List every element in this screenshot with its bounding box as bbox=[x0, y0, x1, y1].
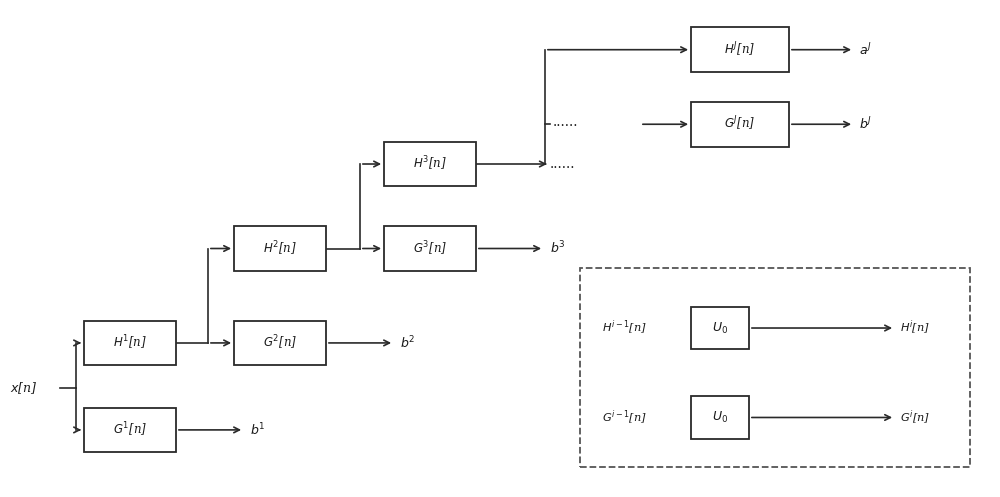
Text: $G^{i-1}$[n]: $G^{i-1}$[n] bbox=[602, 409, 647, 426]
Text: $H^J$[n]: $H^J$[n] bbox=[724, 41, 756, 59]
Bar bbox=[84, 321, 176, 365]
Text: $H^{i-1}$[n]: $H^{i-1}$[n] bbox=[602, 319, 647, 337]
Text: $G^i$[n]: $G^i$[n] bbox=[900, 409, 930, 426]
Text: $H^3$[n]: $H^3$[n] bbox=[413, 155, 447, 173]
Text: $a^J$: $a^J$ bbox=[859, 41, 872, 58]
Text: $b^1$: $b^1$ bbox=[250, 421, 266, 438]
Text: $x$[n]: $x$[n] bbox=[10, 380, 38, 396]
Text: $b^2$: $b^2$ bbox=[400, 334, 416, 351]
Text: ......: ...... bbox=[553, 115, 578, 129]
Text: $H^i$[n]: $H^i$[n] bbox=[900, 319, 930, 337]
Text: ......: ...... bbox=[550, 157, 576, 171]
Bar bbox=[691, 27, 789, 72]
Text: $G^J$[n]: $G^J$[n] bbox=[724, 115, 756, 133]
Bar bbox=[691, 397, 749, 439]
Text: $G^2$[n]: $G^2$[n] bbox=[263, 334, 297, 352]
Text: $U_0$: $U_0$ bbox=[712, 321, 728, 335]
Bar bbox=[384, 226, 476, 271]
Text: $b^3$: $b^3$ bbox=[550, 240, 566, 257]
Bar bbox=[691, 307, 749, 349]
Text: $H^2$[n]: $H^2$[n] bbox=[263, 240, 297, 257]
Bar bbox=[691, 102, 789, 147]
Bar bbox=[384, 142, 476, 186]
Bar bbox=[84, 408, 176, 452]
Text: $U_0$: $U_0$ bbox=[712, 410, 728, 425]
Text: $b^J$: $b^J$ bbox=[859, 116, 872, 133]
Bar bbox=[234, 321, 326, 365]
Text: $H^1$[n]: $H^1$[n] bbox=[113, 334, 147, 352]
Bar bbox=[580, 268, 970, 467]
Text: $G^1$[n]: $G^1$[n] bbox=[113, 421, 147, 439]
Bar bbox=[234, 226, 326, 271]
Text: $G^3$[n]: $G^3$[n] bbox=[413, 240, 447, 257]
